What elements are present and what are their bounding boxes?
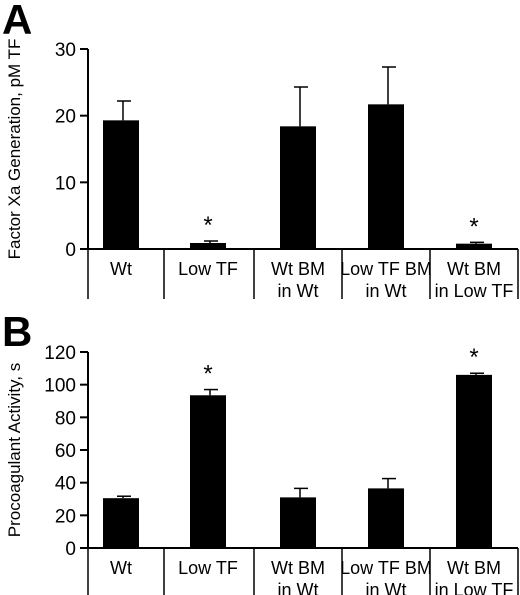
category-label: Wt BM — [271, 259, 325, 279]
significance-star: * — [469, 344, 478, 371]
category-label: in Wt — [365, 281, 406, 301]
significance-star: * — [203, 212, 212, 239]
category-label: Low TF — [178, 558, 238, 578]
y-tick-label: 10 — [55, 173, 76, 194]
bar — [103, 120, 139, 249]
y-tick-label: 120 — [44, 343, 76, 364]
y-tick-label: 20 — [55, 506, 76, 527]
y-tick-label: 20 — [55, 107, 76, 128]
significance-star: * — [469, 213, 478, 240]
bar — [103, 498, 139, 548]
bar — [456, 374, 492, 548]
category-label: in Low TF — [435, 281, 514, 301]
y-tick-label: 80 — [55, 408, 76, 429]
category-label: Wt BM — [271, 558, 325, 578]
category-label: Low TF BM — [340, 558, 432, 578]
y-tick-label: 30 — [55, 40, 76, 61]
y-tick-label: 0 — [65, 240, 76, 261]
bar — [368, 104, 404, 249]
significance-star: * — [203, 361, 212, 388]
y-tick-label: 60 — [55, 441, 76, 462]
bar — [190, 395, 226, 548]
panel-letter: B — [2, 308, 32, 355]
y-axis-label: Factor Xa Generation, pM TF — [5, 39, 24, 260]
category-label: in Wt — [365, 580, 406, 595]
chart-panel-b: B Procoagulant Activity, s 0 20 40 60 80 100 120… — [2, 308, 519, 595]
bar — [190, 243, 226, 249]
y-tick-label: 40 — [55, 474, 76, 495]
category-label: Low TF BM — [340, 259, 432, 279]
bar — [280, 126, 316, 249]
y-tick-label: 0 — [65, 539, 76, 560]
category-label: Wt BM — [447, 259, 501, 279]
bar — [456, 243, 492, 249]
y-tick-label: 100 — [44, 376, 76, 397]
category-label: Wt — [110, 558, 132, 578]
category-label: in Wt — [277, 580, 318, 595]
panel-letter: A — [2, 0, 32, 43]
y-axis-label: Procoagulant Activity, s — [5, 363, 24, 538]
category-label: Wt BM — [447, 558, 501, 578]
category-label: Wt — [110, 259, 132, 279]
bar — [280, 497, 316, 548]
category-label: in Wt — [277, 281, 318, 301]
category-label: Low TF — [178, 259, 238, 279]
bar — [368, 488, 404, 548]
category-label: in Low TF — [435, 580, 514, 595]
